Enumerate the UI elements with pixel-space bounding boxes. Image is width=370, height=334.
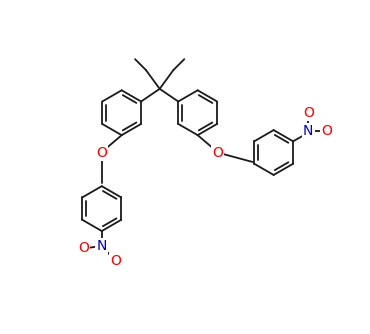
Text: O: O	[96, 146, 107, 160]
Text: N: N	[97, 239, 107, 253]
Text: N: N	[303, 124, 313, 138]
Text: O: O	[110, 254, 121, 268]
Text: O: O	[321, 124, 332, 138]
Text: O: O	[212, 146, 223, 160]
Text: O: O	[303, 106, 314, 120]
Text: O: O	[78, 241, 89, 255]
